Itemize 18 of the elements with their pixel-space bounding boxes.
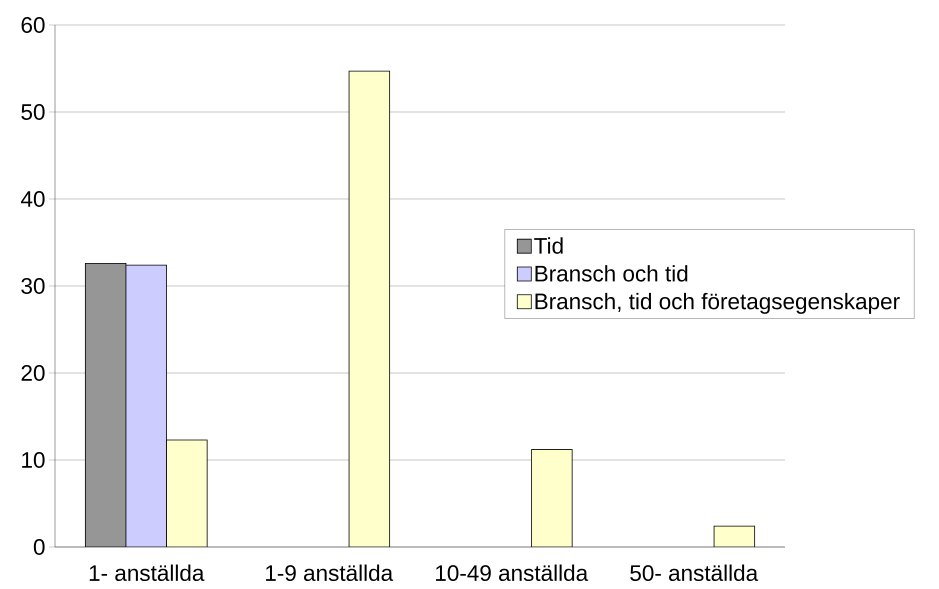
y-tick-label: 40 [20,191,45,207]
x-tick-label: 1- anställda [90,564,204,582]
y-tick-label: 20 [22,365,45,381]
bar [348,70,390,547]
legend-label: Bransch, tid och företagsegenskaper [536,292,900,314]
y-tick-label: 60 [22,17,45,33]
y-tick-label: 10 [22,452,45,468]
y-tick-label: 50 [21,104,45,120]
legend-label: Tid [534,237,563,254]
x-tick-label: 50- anställda [630,564,758,582]
x-tick-label: 10-49 anställda [436,564,588,582]
y-tick-label: 0 [34,539,45,555]
bar [166,440,208,547]
x-tick-label: 1-9 anställda [266,564,394,582]
bar [531,449,573,547]
bar [714,526,756,547]
legend-label: Bransch och tid [536,265,688,282]
y-tick-label: 30 [21,278,45,294]
